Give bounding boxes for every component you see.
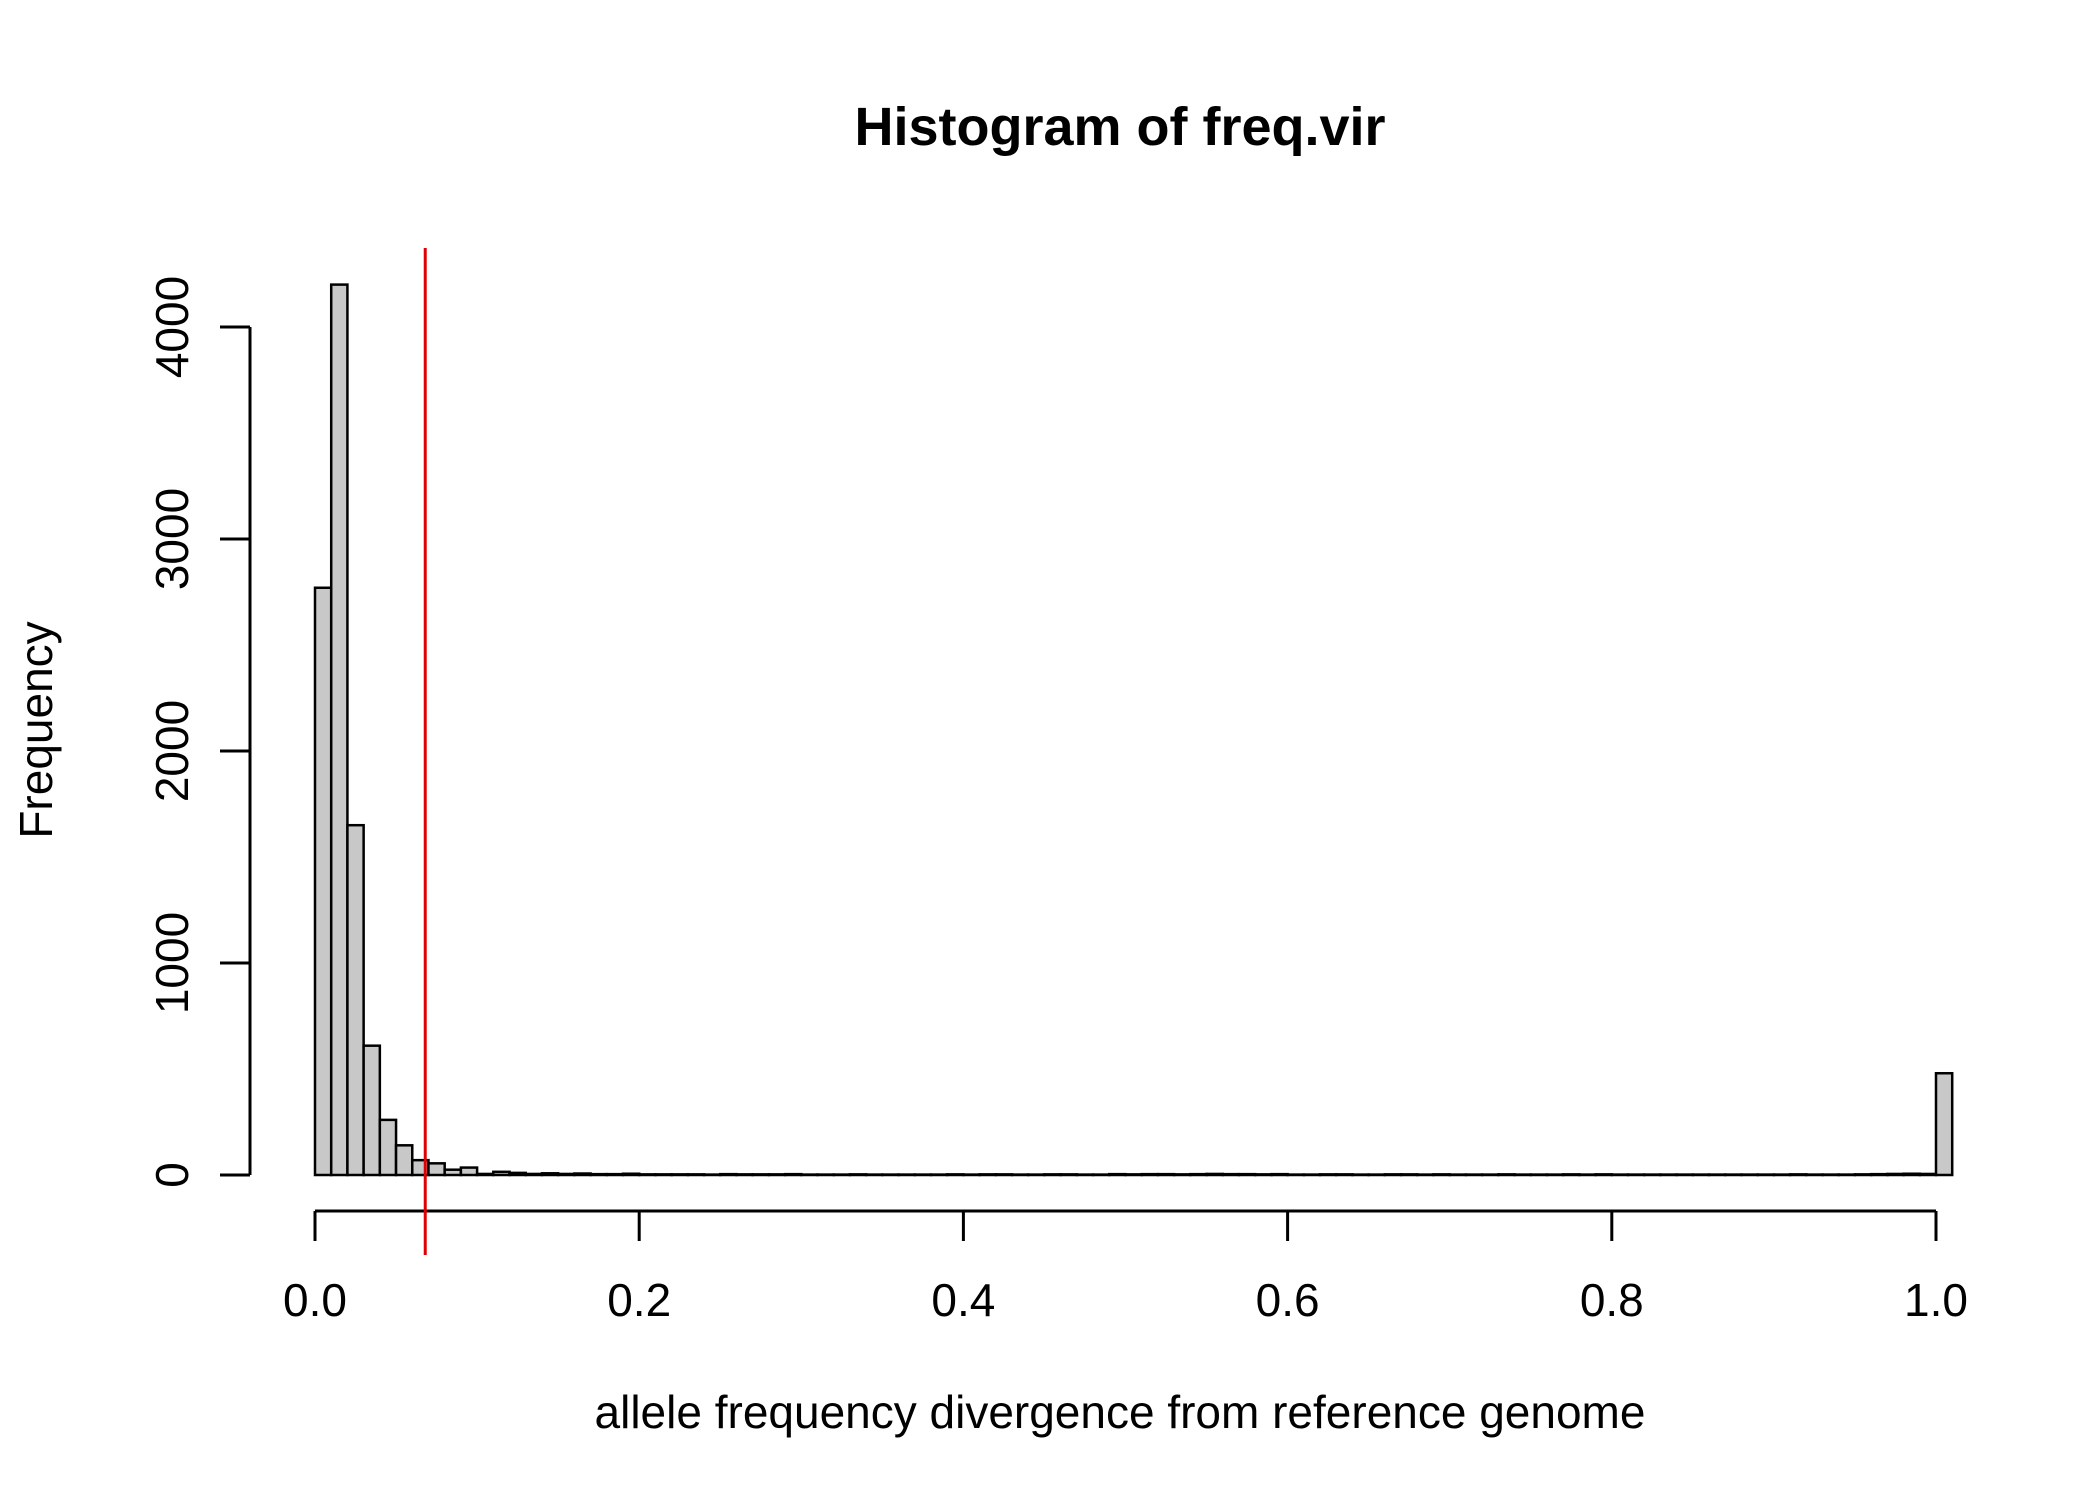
histogram-bar — [945, 1173, 965, 1177]
histogram-bar — [427, 1162, 446, 1177]
histogram-bar — [1205, 1172, 1225, 1177]
histogram-bar — [751, 1173, 771, 1177]
histogram-bar — [1383, 1173, 1403, 1177]
histogram-bar — [1140, 1172, 1160, 1177]
histogram-bar — [1902, 1172, 1922, 1177]
histogram-bar — [1108, 1172, 1127, 1177]
histogram-bar — [848, 1173, 868, 1177]
histogram-bar — [1934, 1071, 1954, 1177]
histogram-bar — [1156, 1172, 1176, 1177]
histogram-bar — [1043, 1173, 1062, 1177]
histogram-bar — [313, 586, 333, 1177]
histogram-bar — [394, 1144, 414, 1177]
y-tick-label: 1000 — [146, 912, 198, 1014]
histogram-bar — [1594, 1173, 1614, 1177]
histogram-bar — [362, 1044, 382, 1177]
histogram-bar — [719, 1172, 738, 1177]
histogram-bar — [1059, 1173, 1079, 1177]
histogram-bars — [313, 283, 1954, 1177]
histogram-bar — [475, 1172, 495, 1177]
histogram-bar — [1270, 1172, 1289, 1177]
histogram-bar — [1918, 1172, 1938, 1177]
histogram-bar — [1124, 1173, 1143, 1177]
x-axis-label: allele frequency divergence from referen… — [595, 1386, 1646, 1438]
histogram-bar — [508, 1171, 527, 1177]
x-tick-label: 0.0 — [283, 1274, 347, 1326]
histogram-bar — [605, 1172, 625, 1177]
y-tick-label: 3000 — [146, 488, 198, 590]
y-axis-label: Frequency — [10, 621, 62, 838]
histogram-bar — [378, 1118, 398, 1177]
x-tick-label: 0.4 — [931, 1274, 995, 1326]
histogram-bar — [1334, 1173, 1354, 1177]
histogram-bar — [1237, 1172, 1257, 1177]
histogram-bar — [637, 1173, 657, 1177]
histogram-bar — [1561, 1173, 1581, 1177]
histogram-bar — [1189, 1172, 1208, 1177]
histogram-bar — [346, 823, 365, 1177]
histogram-bar — [573, 1172, 592, 1177]
x-tick-label: 0.8 — [1580, 1274, 1644, 1326]
histogram-bar — [994, 1173, 1014, 1177]
y-tick-label: 0 — [146, 1162, 198, 1188]
histogram-bar — [1172, 1173, 1192, 1177]
y-axis: 0 1000 2000 3000 4000 — [146, 276, 252, 1188]
x-tick-label: 1.0 — [1904, 1274, 1968, 1326]
x-tick-label: 0.2 — [607, 1274, 671, 1326]
histogram-bar — [524, 1172, 544, 1177]
histogram-bar — [443, 1168, 463, 1177]
histogram-bar — [654, 1173, 673, 1177]
x-tick-label: 0.6 — [1256, 1274, 1320, 1326]
histogram-bar — [1853, 1173, 1873, 1177]
histogram-bar — [621, 1172, 641, 1177]
histogram-bar — [783, 1172, 803, 1177]
histogram-bar — [540, 1172, 560, 1177]
histogram-bar — [459, 1166, 479, 1177]
histogram-bar — [1399, 1173, 1419, 1177]
histogram-bar — [1253, 1173, 1273, 1177]
histogram-bar — [978, 1173, 998, 1177]
histogram-bar — [329, 283, 349, 1177]
histogram-bar — [1497, 1173, 1516, 1177]
histogram-bar — [767, 1173, 787, 1177]
histogram-bar — [1869, 1172, 1889, 1177]
histogram-bar — [1318, 1173, 1338, 1177]
histogram-bar — [556, 1172, 576, 1177]
y-tick-label: 2000 — [146, 700, 198, 802]
histogram-bar — [1221, 1172, 1241, 1177]
chart-title: Histogram of freq.vir — [854, 97, 1385, 157]
histogram-bar — [492, 1170, 511, 1177]
histogram-bar — [686, 1173, 706, 1177]
y-tick-label: 4000 — [146, 276, 198, 378]
histogram-bar — [1788, 1173, 1808, 1177]
histogram-bar — [1432, 1173, 1451, 1177]
histogram-bar — [735, 1173, 754, 1177]
histogram-bar — [589, 1172, 609, 1177]
histogram-bar — [1886, 1172, 1905, 1177]
x-axis: 0.0 0.2 0.4 0.6 0.8 1.0 — [283, 1209, 1968, 1326]
histogram-bar — [670, 1173, 690, 1177]
